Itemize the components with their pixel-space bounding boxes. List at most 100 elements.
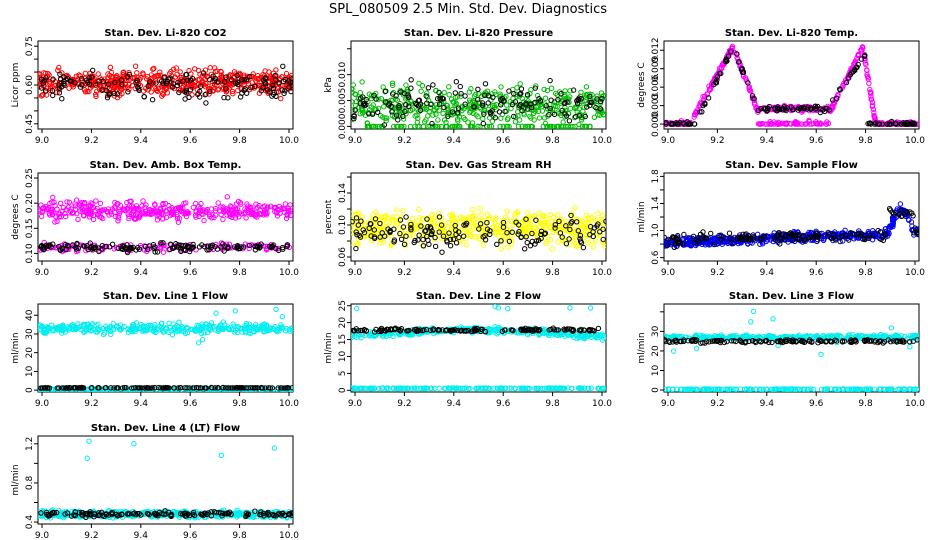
point	[223, 74, 229, 80]
point	[475, 97, 481, 103]
point	[103, 243, 109, 250]
panel-title: Stan. Dev. Li-820 Temp.	[725, 28, 858, 39]
point	[541, 86, 547, 93]
point	[541, 231, 548, 237]
x-tick-label: 10.0	[279, 268, 299, 278]
point	[852, 58, 859, 64]
point	[126, 86, 132, 93]
point	[190, 204, 197, 211]
point	[93, 198, 99, 204]
point	[358, 95, 364, 101]
point	[270, 386, 277, 392]
point	[522, 123, 529, 129]
point	[368, 233, 374, 239]
point	[90, 213, 97, 219]
point	[713, 80, 720, 86]
y-tick-label: 0.15	[25, 218, 35, 238]
point	[95, 245, 102, 251]
point	[519, 123, 525, 129]
point	[257, 207, 263, 214]
point	[590, 244, 596, 250]
point	[252, 83, 258, 90]
point	[537, 220, 543, 226]
point	[665, 240, 671, 246]
point	[733, 50, 739, 57]
point	[451, 123, 458, 129]
point	[279, 87, 285, 93]
point	[46, 327, 52, 334]
point	[241, 385, 247, 391]
point	[123, 385, 129, 391]
point	[393, 214, 400, 220]
point	[413, 220, 419, 227]
point	[209, 88, 216, 94]
point	[219, 86, 226, 92]
point	[251, 329, 257, 335]
point	[821, 232, 828, 239]
point	[229, 88, 236, 95]
point	[138, 75, 144, 81]
point	[806, 117, 812, 124]
point	[282, 201, 289, 207]
point	[578, 117, 585, 123]
point	[266, 69, 272, 75]
point	[83, 326, 90, 333]
point	[107, 64, 114, 71]
point	[153, 329, 159, 335]
point	[208, 244, 215, 251]
point	[187, 87, 194, 93]
x-tick-label: 9.6	[496, 136, 511, 146]
point	[691, 121, 698, 127]
point	[552, 222, 558, 228]
point	[371, 92, 377, 99]
point	[480, 116, 486, 122]
x-tick-label: 9.0	[661, 268, 676, 278]
point	[205, 243, 211, 250]
point	[868, 96, 875, 103]
point	[758, 236, 764, 243]
point	[498, 102, 504, 108]
point	[864, 73, 871, 80]
point	[505, 115, 511, 121]
x-tick-label: 10.0	[279, 399, 299, 409]
point	[438, 222, 445, 228]
point	[50, 244, 57, 251]
point	[87, 203, 94, 209]
y-axis-label: ml/min	[11, 332, 21, 363]
point	[141, 93, 147, 100]
x-tick-label: 9.8	[232, 136, 247, 146]
point	[570, 231, 577, 238]
point	[396, 226, 402, 233]
point	[664, 121, 669, 127]
point	[682, 241, 688, 247]
point	[562, 88, 568, 94]
point	[879, 121, 885, 127]
point	[837, 86, 843, 92]
point	[489, 118, 496, 124]
point	[531, 225, 537, 231]
point	[599, 337, 605, 343]
point	[109, 241, 116, 248]
point	[571, 237, 577, 244]
point	[287, 74, 293, 81]
point	[568, 210, 575, 216]
point	[875, 227, 881, 234]
point	[493, 231, 499, 237]
point	[54, 206, 60, 212]
point	[45, 325, 51, 331]
point	[597, 231, 603, 238]
point	[492, 89, 498, 95]
point	[843, 79, 850, 86]
point	[746, 87, 753, 93]
point	[506, 123, 512, 129]
point	[600, 236, 606, 243]
point	[54, 218, 60, 225]
point	[376, 123, 382, 129]
point	[548, 224, 555, 231]
point	[429, 212, 435, 218]
point	[115, 201, 121, 207]
point	[203, 91, 209, 97]
point	[793, 121, 800, 127]
point	[190, 385, 196, 391]
point	[792, 119, 798, 126]
